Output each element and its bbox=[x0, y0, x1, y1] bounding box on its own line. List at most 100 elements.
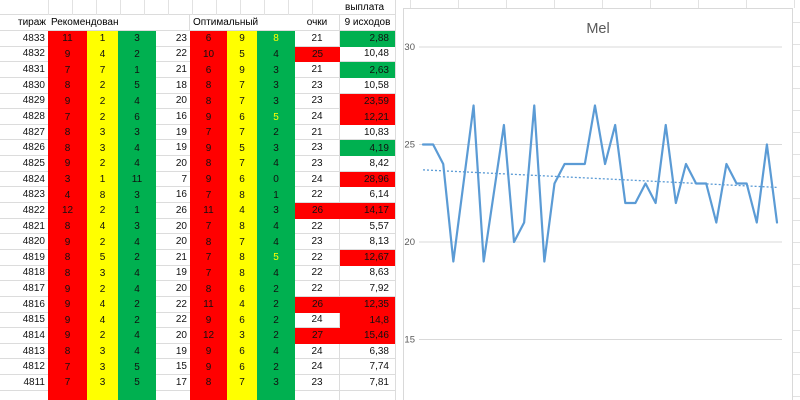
cell-optimal-green[interactable]: 3 bbox=[257, 93, 295, 110]
header-payout[interactable]: выплата bbox=[340, 0, 396, 15]
cell-recommended-red[interactable]: 11 bbox=[48, 31, 87, 47]
cell-draw[interactable]: 4812 bbox=[0, 359, 48, 376]
cell-points[interactable]: 23 bbox=[295, 140, 340, 157]
cell-payout[interactable]: 14,17 bbox=[340, 203, 396, 219]
cell-partial[interactable] bbox=[295, 390, 340, 400]
cell-optimal-green[interactable]: 0 bbox=[257, 171, 295, 188]
cell-draw[interactable]: 4820 bbox=[0, 234, 48, 250]
cell-optimal-yellow[interactable]: 5 bbox=[227, 140, 257, 157]
cell-payout[interactable]: 2,88 bbox=[340, 31, 396, 47]
cell-payout[interactable]: 12,21 bbox=[340, 109, 396, 125]
cell-sum[interactable]: 19 bbox=[156, 125, 190, 141]
cell-draw[interactable]: 4816 bbox=[0, 297, 48, 313]
cell-optimal-yellow[interactable]: 7 bbox=[227, 375, 257, 391]
cell-sum[interactable]: 22 bbox=[156, 313, 190, 329]
cell-payout[interactable]: 6,14 bbox=[340, 187, 396, 204]
cell-payout[interactable]: 23,59 bbox=[340, 93, 396, 110]
cell-optimal-yellow[interactable]: 7 bbox=[227, 77, 257, 94]
cell-optimal-green[interactable]: 5 bbox=[257, 249, 295, 266]
cell-recommended-red[interactable]: 8 bbox=[48, 249, 87, 266]
cell-points[interactable]: 25 bbox=[295, 46, 340, 63]
cell-draw[interactable]: 4829 bbox=[0, 94, 48, 110]
cell-optimal-yellow[interactable]: 8 bbox=[227, 249, 257, 266]
cell-recommended-red[interactable]: 7 bbox=[48, 359, 87, 376]
cell-optimal-red[interactable]: 8 bbox=[190, 375, 227, 391]
cell-recommended-yellow[interactable]: 4 bbox=[87, 46, 118, 63]
cell-payout[interactable]: 10,58 bbox=[340, 77, 396, 94]
cell-payout[interactable]: 12,35 bbox=[340, 296, 396, 313]
cell-sum[interactable]: 16 bbox=[156, 109, 190, 125]
cell-recommended-red[interactable]: 9 bbox=[48, 93, 87, 110]
cell-optimal-red[interactable]: 9 bbox=[190, 343, 227, 360]
cell-sum[interactable]: 21 bbox=[156, 250, 190, 266]
cell-optimal-green[interactable]: 5 bbox=[257, 109, 295, 125]
cell-payout[interactable]: 12,67 bbox=[340, 249, 396, 266]
cell-draw[interactable]: 4814 bbox=[0, 328, 48, 344]
cell-partial[interactable] bbox=[190, 390, 227, 400]
cell-payout[interactable]: 7,81 bbox=[340, 375, 396, 391]
cell-optimal-red[interactable]: 8 bbox=[190, 234, 227, 250]
cell-optimal-red[interactable]: 7 bbox=[190, 265, 227, 282]
header-points[interactable]: очки bbox=[295, 15, 340, 31]
cell-recommended-green[interactable]: 4 bbox=[118, 281, 156, 297]
cell-recommended-green[interactable]: 4 bbox=[118, 156, 156, 172]
cell-sum[interactable]: 19 bbox=[156, 266, 190, 282]
cell-optimal-red[interactable]: 9 bbox=[190, 171, 227, 188]
cell-recommended-green[interactable]: 4 bbox=[118, 328, 156, 344]
cell-recommended-green[interactable]: 4 bbox=[118, 265, 156, 282]
cell-recommended-green[interactable]: 4 bbox=[118, 140, 156, 157]
cell-recommended-yellow[interactable]: 3 bbox=[87, 124, 118, 141]
cell-optimal-yellow[interactable]: 5 bbox=[227, 46, 257, 63]
cell-payout[interactable]: 6,38 bbox=[340, 343, 396, 360]
cell-optimal-red[interactable]: 6 bbox=[190, 31, 227, 47]
cell-points[interactable]: 22 bbox=[295, 249, 340, 266]
cell-payout[interactable]: 15,46 bbox=[340, 328, 396, 344]
cell-optimal-green[interactable]: 3 bbox=[257, 140, 295, 157]
cell-sum[interactable]: 22 bbox=[156, 47, 190, 63]
cell-draw[interactable]: 4832 bbox=[0, 47, 48, 63]
cell-recommended-red[interactable]: 9 bbox=[48, 234, 87, 250]
cell-partial[interactable] bbox=[340, 390, 396, 400]
header-optimal[interactable]: Оптимальный bbox=[190, 15, 295, 31]
cell-optimal-green[interactable]: 3 bbox=[257, 62, 295, 78]
cell-points[interactable]: 21 bbox=[295, 124, 340, 141]
cell-sum[interactable]: 20 bbox=[156, 219, 190, 235]
cell-payout[interactable]: 28,96 bbox=[340, 171, 396, 188]
cell-optimal-green[interactable]: 2 bbox=[257, 124, 295, 141]
cell-recommended-red[interactable]: 9 bbox=[48, 156, 87, 172]
cell-sum[interactable]: 20 bbox=[156, 281, 190, 297]
cell-optimal-red[interactable]: 7 bbox=[190, 124, 227, 141]
cell-optimal-yellow[interactable]: 3 bbox=[227, 328, 257, 344]
cell-sum[interactable]: 20 bbox=[156, 156, 190, 172]
cell-payout[interactable]: 8,13 bbox=[340, 234, 396, 250]
header-outcomes[interactable]: 9 исходов bbox=[340, 15, 396, 31]
cell-optimal-green[interactable]: 4 bbox=[257, 46, 295, 63]
cell-points[interactable]: 24 bbox=[295, 312, 340, 329]
cell-sum[interactable]: 20 bbox=[156, 234, 190, 250]
cell-recommended-yellow[interactable]: 2 bbox=[87, 234, 118, 250]
cell-recommended-green[interactable]: 2 bbox=[118, 312, 156, 329]
cell-optimal-green[interactable]: 2 bbox=[257, 281, 295, 297]
cell-sum[interactable]: 23 bbox=[156, 31, 190, 47]
cell-payout[interactable]: 2,63 bbox=[340, 62, 396, 78]
cell-sum[interactable]: 15 bbox=[156, 359, 190, 376]
cell-recommended-green[interactable]: 2 bbox=[118, 296, 156, 313]
cell-recommended-yellow[interactable]: 2 bbox=[87, 281, 118, 297]
cell-optimal-green[interactable]: 4 bbox=[257, 265, 295, 282]
cell-optimal-red[interactable]: 9 bbox=[190, 359, 227, 376]
cell-optimal-yellow[interactable]: 8 bbox=[227, 218, 257, 235]
cell-optimal-red[interactable]: 6 bbox=[190, 62, 227, 78]
cell-optimal-red[interactable]: 7 bbox=[190, 249, 227, 266]
cell-sum[interactable]: 7 bbox=[156, 172, 190, 188]
cell-payout[interactable]: 7,92 bbox=[340, 281, 396, 297]
cell-recommended-red[interactable]: 9 bbox=[48, 296, 87, 313]
cell-optimal-green[interactable]: 3 bbox=[257, 203, 295, 219]
cell-recommended-green[interactable]: 11 bbox=[118, 171, 156, 188]
cell-recommended-yellow[interactable]: 1 bbox=[87, 31, 118, 47]
cell-optimal-yellow[interactable]: 6 bbox=[227, 109, 257, 125]
cell-optimal-yellow[interactable]: 9 bbox=[227, 31, 257, 47]
cell-draw[interactable]: 4818 bbox=[0, 266, 48, 282]
cell-optimal-yellow[interactable]: 6 bbox=[227, 359, 257, 376]
cell-recommended-yellow[interactable]: 3 bbox=[87, 140, 118, 157]
cell-draw[interactable]: 4831 bbox=[0, 62, 48, 78]
